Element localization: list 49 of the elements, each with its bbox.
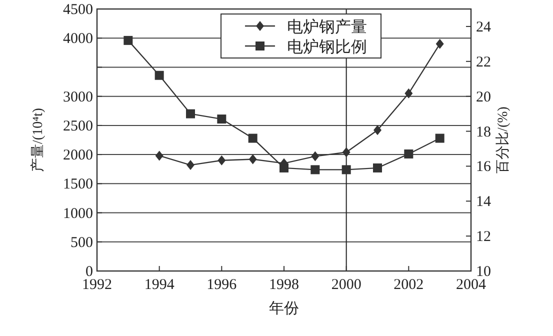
point — [373, 163, 382, 172]
point — [404, 149, 414, 158]
y2-tick-label: 18 — [476, 124, 491, 140]
y-tick-label: 4500 — [63, 2, 93, 18]
point — [124, 36, 133, 45]
y2-tick-label: 24 — [476, 19, 492, 36]
legend-label: 电炉钢比例 — [287, 38, 367, 56]
point — [374, 125, 382, 136]
point — [248, 154, 257, 164]
x-tick-label: 1998 — [269, 277, 299, 293]
x-tick-label: 2000 — [331, 277, 362, 293]
y2-tick-label: 14 — [476, 194, 492, 210]
y-tick-label: 4000 — [63, 31, 93, 48]
point — [155, 150, 164, 161]
point — [248, 134, 258, 143]
legend-label: 电炉钢产量 — [287, 18, 367, 36]
y2-tick-label: 10 — [476, 264, 491, 280]
x-tick-label: 2002 — [394, 277, 424, 293]
y-tick-label: 3000 — [63, 89, 93, 106]
point — [435, 134, 444, 143]
point — [154, 70, 164, 80]
y2-axis-title: 百分比/(%) — [495, 106, 511, 174]
x-tick-label: 1994 — [144, 277, 175, 293]
y2-tick-label: 12 — [476, 229, 491, 246]
point — [218, 155, 226, 166]
y2-tick-label: 22 — [476, 54, 491, 70]
y-axis-title: 产量/(10⁴t) — [30, 108, 46, 172]
point — [186, 160, 194, 170]
y-tick-label: 0 — [86, 264, 93, 280]
y2-tick-label: 16 — [476, 159, 492, 176]
x-tick-label: 1992 — [82, 277, 112, 293]
y-tick-label: 2000 — [63, 148, 93, 164]
point — [186, 109, 195, 118]
point — [310, 165, 320, 174]
x-tick-label: 2004 — [456, 277, 486, 293]
point — [217, 114, 226, 124]
point — [436, 38, 444, 49]
y-tick-label: 2500 — [63, 118, 93, 134]
x-tick-label: 1996 — [206, 277, 238, 293]
point — [311, 151, 320, 162]
point — [342, 165, 351, 174]
x-axis-title: 年份 — [269, 300, 299, 317]
point — [280, 163, 288, 172]
y-tick-label: 500 — [70, 234, 93, 251]
point — [404, 88, 413, 98]
y-tick-label: 1000 — [63, 206, 93, 222]
point — [342, 147, 350, 158]
y2-tick-label: 20 — [476, 89, 491, 106]
y-tick-label: 1500 — [63, 176, 93, 193]
